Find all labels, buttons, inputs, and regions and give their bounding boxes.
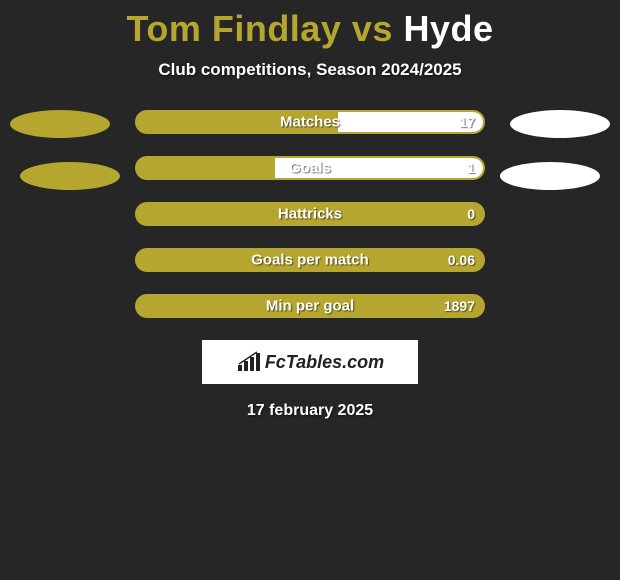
subtitle: Club competitions, Season 2024/2025 [0, 60, 620, 80]
left-blob [20, 162, 120, 190]
chart-area: Matches 17 Goals 1 Hattricks 0 Goals per match… [0, 110, 620, 318]
bar-value-right: 1 [467, 160, 475, 176]
bar-row: Min per goal 1897 [135, 294, 485, 318]
bar-row: Goals 1 [135, 156, 485, 180]
bar-row: Goals per match 0.06 [135, 248, 485, 272]
date: 17 february 2025 [0, 402, 620, 420]
bar-label: Matches [280, 114, 340, 131]
title-left-name: Tom Findlay [127, 8, 342, 49]
right-blob [500, 162, 600, 190]
bar-rows: Matches 17 Goals 1 Hattricks 0 Goals per match… [135, 110, 485, 318]
title-vs: vs [352, 8, 393, 49]
logo-box: FcTables.com [202, 340, 418, 384]
bar-value-right: 17 [459, 114, 475, 130]
bar-value-right: 1897 [444, 298, 475, 314]
bars-icon [236, 351, 262, 373]
bar-label: Min per goal [266, 298, 354, 315]
left-blob [10, 110, 110, 138]
bar-value-right: 0.06 [448, 252, 475, 268]
bar-row: Matches 17 [135, 110, 485, 134]
title-right-name: Hyde [403, 8, 493, 49]
bar-label: Goals per match [251, 252, 369, 269]
bar-label: Goals [289, 160, 331, 177]
bar-value-right: 0 [467, 206, 475, 222]
bar-label: Hattricks [278, 206, 342, 223]
right-blob [510, 110, 610, 138]
page-title: Tom Findlay vs Hyde [0, 0, 620, 50]
bar-row: Hattricks 0 [135, 202, 485, 226]
logo-text: FcTables.com [265, 352, 384, 373]
